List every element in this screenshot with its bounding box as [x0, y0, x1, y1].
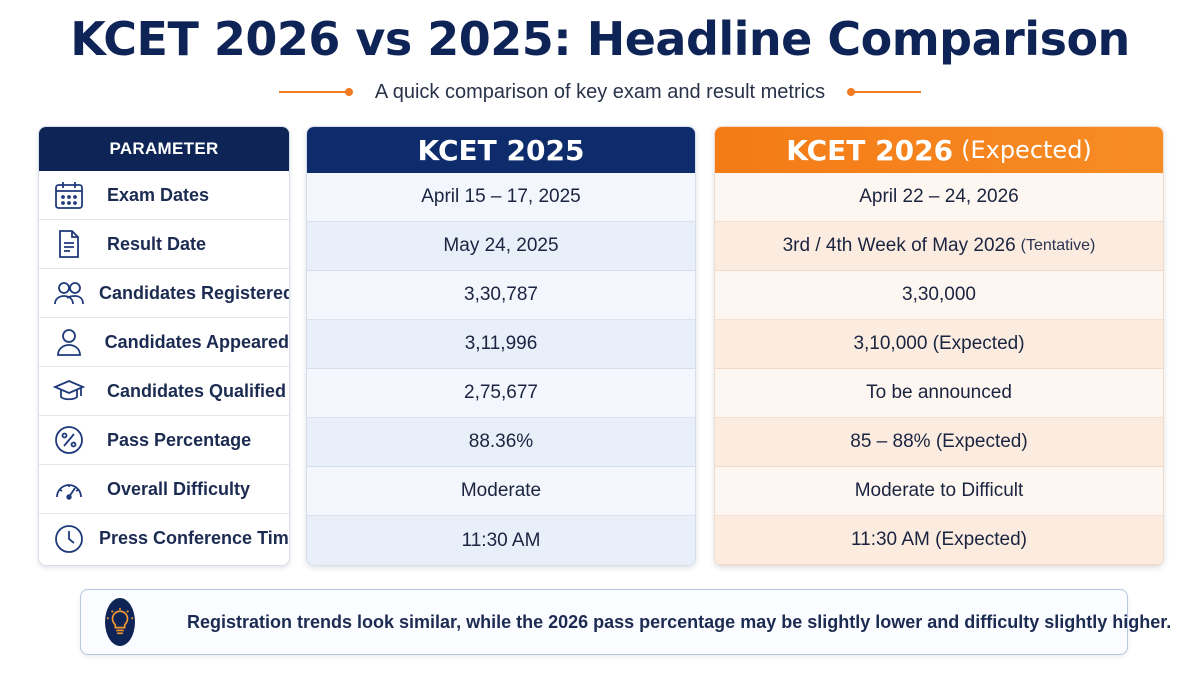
value-2026-exam-dates: April 22 – 24, 2026	[715, 173, 1163, 222]
person-icon	[53, 325, 91, 359]
page-subtitle: A quick comparison of key exam and resul…	[374, 80, 826, 103]
column-header-2026-label: KCET 2026	[786, 133, 954, 167]
gauge-icon	[53, 472, 93, 506]
value-2025-result-date: May 24, 2025	[307, 222, 695, 271]
param-row-press-conference-time: Press Conference Time	[39, 514, 289, 563]
calendar-icon	[53, 178, 93, 212]
param-row-exam-dates: Exam Dates	[39, 171, 289, 220]
param-label: Overall Difficulty	[107, 478, 251, 499]
param-row-pass-percentage: Pass Percentage	[39, 416, 289, 465]
value-text: 3,30,000	[902, 284, 976, 305]
column-2026-cells: April 22 – 24, 2026 3rd / 4th Week of Ma…	[715, 173, 1163, 565]
column-kcet-2025: KCET 2025 April 15 – 17, 2025 May 24, 20…	[306, 126, 696, 566]
value-2025-pass-percentage: 88.36%	[307, 418, 695, 467]
param-label: Candidates Qualified	[107, 380, 287, 401]
value-2026-candidates-qualified: To be announced	[715, 369, 1163, 418]
graduation-cap-icon	[53, 374, 93, 408]
tentative-note: (Tentative)	[1020, 237, 1096, 254]
group-icon	[53, 276, 85, 310]
value-2026-candidates-registered: 3,30,000	[715, 271, 1163, 320]
note-text: Registration trends look similar, while …	[187, 611, 1172, 632]
parameter-header: PARAMETER	[39, 127, 289, 171]
value-2026-overall-difficulty: Moderate to Difficult	[715, 467, 1163, 516]
value-text: Moderate to Difficult	[854, 480, 1024, 501]
value-2025-candidates-registered: 3,30,787	[307, 271, 695, 320]
value-2025-overall-difficulty: Moderate	[307, 467, 695, 516]
value-text: To be announced	[866, 382, 1012, 403]
param-row-candidates-appeared: Candidates Appeared	[39, 318, 289, 367]
value-text: 3,10,000 (Expected)	[853, 333, 1025, 354]
value-2026-result-date: 3rd / 4th Week of May 2026 (Tentative)	[715, 222, 1163, 271]
param-label: Press Conference Time	[99, 528, 290, 548]
clock-icon	[53, 522, 85, 556]
column-kcet-2026: KCET 2026 (Expected) April 22 – 24, 2026…	[714, 126, 1164, 566]
param-row-candidates-qualified: Candidates Qualified	[39, 367, 289, 416]
page-title: KCET 2026 vs 2025: Headline Comparison	[70, 12, 1130, 66]
document-icon	[53, 227, 93, 261]
value-text: 3rd / 4th Week of May 2026	[782, 235, 1016, 256]
param-label: Exam Dates	[107, 184, 210, 205]
param-label: Candidates Appeared	[104, 331, 289, 352]
value-text: 11:30 AM (Expected)	[850, 529, 1028, 550]
value-2026-candidates-appeared: 3,10,000 (Expected)	[715, 320, 1163, 369]
param-label: Pass Percentage	[107, 429, 252, 450]
column-header-2026: KCET 2026 (Expected)	[715, 127, 1163, 173]
parameter-column: PARAMETER Exam Dates Result Date	[38, 126, 290, 566]
param-label: Result Date	[107, 233, 207, 254]
value-2026-pass-percentage: 85 – 88% (Expected)	[715, 418, 1163, 467]
column-header-2025: KCET 2025	[307, 127, 695, 173]
subtitle-divider-right	[847, 88, 922, 96]
column-2025-cells: April 15 – 17, 2025 May 24, 2025 3,30,78…	[307, 173, 695, 565]
value-text: 85 – 88% (Expected)	[850, 431, 1028, 452]
value-2025-press-conference-time: 11:30 AM	[307, 516, 695, 565]
percent-icon	[53, 423, 93, 457]
value-2026-press-conference-time: 11:30 AM (Expected)	[715, 516, 1163, 565]
param-label: Candidates Registered	[99, 282, 290, 303]
column-header-2026-suffix: (Expected)	[961, 136, 1092, 164]
value-2025-exam-dates: April 15 – 17, 2025	[307, 173, 695, 222]
param-row-candidates-registered: Candidates Registered	[39, 269, 289, 318]
param-row-result-date: Result Date	[39, 220, 289, 269]
lightbulb-icon	[105, 598, 135, 646]
subtitle-divider-left	[278, 88, 353, 96]
value-text: April 22 – 24, 2026	[859, 186, 1019, 207]
subtitle-row: A quick comparison of key exam and resul…	[0, 78, 1200, 106]
summary-note: Registration trends look similar, while …	[80, 589, 1171, 655]
value-2025-candidates-qualified: 2,75,677	[307, 369, 695, 418]
value-2025-candidates-appeared: 3,11,996	[307, 320, 695, 369]
param-row-overall-difficulty: Overall Difficulty	[39, 465, 289, 514]
column-header-2025-label: KCET 2025	[417, 133, 585, 167]
